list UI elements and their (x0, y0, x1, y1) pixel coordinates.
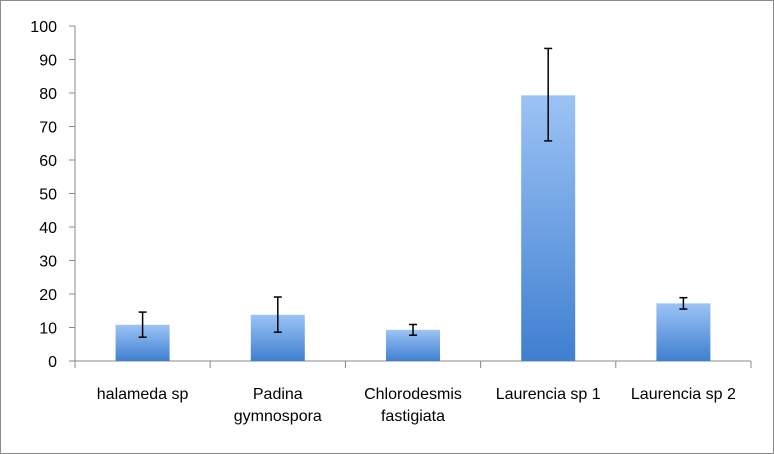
bars (115, 95, 711, 361)
y-tick-label: 60 (39, 153, 57, 170)
y-tick-label: 50 (39, 187, 57, 204)
error-bar (679, 296, 688, 310)
bar (656, 303, 711, 361)
error-bars (138, 47, 688, 338)
x-axis (74, 360, 752, 368)
error-bar (409, 323, 417, 336)
x-category-label: Padina (253, 386, 303, 403)
y-tick-label: 70 (39, 120, 57, 137)
x-category-label: Laurencia sp 2 (631, 386, 736, 403)
category-labels: halameda sp Padina gymnospora Chlorodesmis f… (97, 386, 736, 425)
y-axis: 0 10 20 30 40 50 60 70 80 90 100 (30, 19, 76, 371)
y-tick-label: 40 (39, 220, 57, 237)
x-category-label: gymnospora (234, 408, 322, 425)
x-category-label: halameda sp (97, 386, 189, 403)
y-tick-label: 20 (39, 287, 57, 304)
y-tick-label: 90 (39, 53, 57, 70)
y-tick-label: 80 (39, 86, 57, 103)
y-tick-label: 30 (39, 254, 57, 271)
y-tick-label: 100 (30, 19, 57, 36)
error-bar (138, 311, 147, 338)
x-category-label: fastigiata (381, 408, 445, 425)
y-tick-label: 0 (48, 354, 57, 371)
error-bar (544, 47, 553, 142)
x-category-label: Laurencia sp 1 (496, 386, 601, 403)
y-tick-label: 10 (39, 321, 57, 338)
x-category-label: Chlorodesmis (364, 386, 462, 403)
error-bar (273, 296, 282, 333)
